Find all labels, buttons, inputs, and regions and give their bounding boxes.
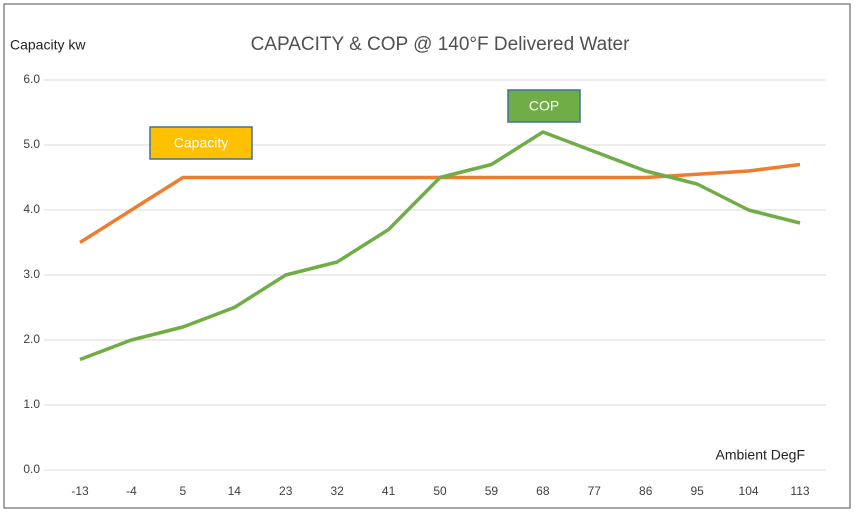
y-tick-label: 1.0 <box>23 397 40 411</box>
x-tick-label: 77 <box>588 484 602 498</box>
x-tick-label: 50 <box>433 484 447 498</box>
x-tick-label: 113 <box>790 484 809 498</box>
x-tick-label: 95 <box>690 484 704 498</box>
y-axis-title: Capacity kw <box>10 37 86 53</box>
legend-label: Capacity <box>174 135 228 151</box>
x-tick-label: 23 <box>279 484 293 498</box>
legend-box <box>149 126 253 160</box>
x-tick-label: -4 <box>126 484 137 498</box>
x-tick-label: -13 <box>71 484 89 498</box>
y-tick-label: 3.0 <box>23 267 40 281</box>
x-tick-label: 32 <box>330 484 344 498</box>
y-tick-label: 0.0 <box>23 462 40 476</box>
chart-frame <box>3 3 851 509</box>
x-tick-label: 59 <box>485 484 499 498</box>
x-tick-label: 104 <box>739 484 759 498</box>
x-axis-title: Ambient DegF <box>716 447 805 463</box>
x-tick-label: 5 <box>180 484 187 498</box>
y-tick-label: 6.0 <box>23 72 40 86</box>
y-tick-label: 5.0 <box>23 137 40 151</box>
chart-title: CAPACITY & COP @ 140°F Delivered Water <box>251 34 631 55</box>
y-tick-label: 2.0 <box>23 332 40 346</box>
y-tick-label: 4.0 <box>23 202 40 216</box>
x-tick-label: 41 <box>382 484 396 498</box>
legend-label: COP <box>529 98 559 114</box>
x-tick-label: 68 <box>536 484 550 498</box>
x-tick-label: 14 <box>228 484 242 498</box>
series-line <box>79 130 801 362</box>
x-tick-label: 86 <box>639 484 653 498</box>
legend-box <box>507 89 581 123</box>
